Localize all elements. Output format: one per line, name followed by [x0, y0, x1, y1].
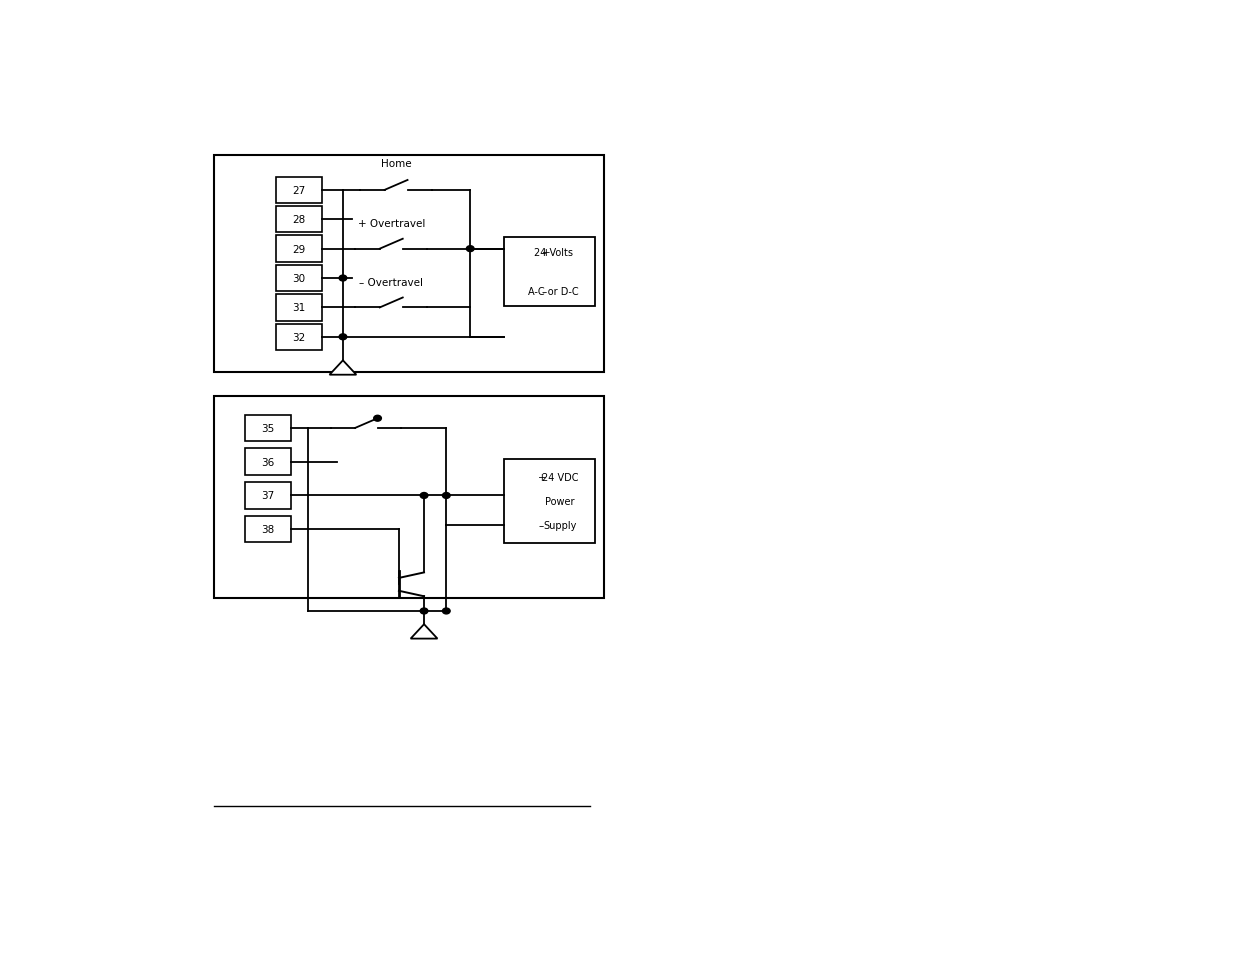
Text: 30: 30 — [293, 274, 305, 284]
Text: +: + — [538, 473, 547, 483]
Text: 27: 27 — [293, 186, 305, 195]
Text: 35: 35 — [262, 423, 275, 434]
Text: 24 Volts: 24 Volts — [535, 248, 573, 258]
Circle shape — [442, 493, 450, 498]
Text: A-C or D-C: A-C or D-C — [529, 287, 579, 296]
Bar — [246, 483, 291, 509]
Bar — [246, 416, 291, 441]
Bar — [504, 237, 594, 307]
Circle shape — [442, 608, 450, 615]
Bar — [504, 459, 594, 543]
Text: 32: 32 — [293, 333, 305, 342]
Circle shape — [420, 493, 427, 498]
Text: + Overtravel: + Overtravel — [358, 219, 425, 229]
Text: 28: 28 — [293, 215, 305, 225]
Polygon shape — [330, 361, 357, 375]
Polygon shape — [411, 624, 437, 639]
Text: 24 VDC: 24 VDC — [542, 473, 578, 483]
Bar — [246, 517, 291, 543]
Bar — [275, 236, 322, 263]
Text: +: + — [542, 248, 551, 258]
Text: 37: 37 — [262, 491, 275, 501]
Bar — [246, 449, 291, 476]
Bar — [214, 156, 604, 373]
Text: 38: 38 — [262, 525, 275, 535]
Circle shape — [340, 275, 347, 282]
Circle shape — [420, 608, 427, 615]
Text: Power: Power — [546, 497, 574, 506]
Text: – Overtravel: – Overtravel — [359, 277, 424, 288]
Circle shape — [467, 247, 474, 253]
Text: Supply: Supply — [543, 520, 577, 530]
Circle shape — [340, 335, 347, 340]
Bar — [275, 266, 322, 292]
Bar — [275, 207, 322, 233]
Text: –: – — [542, 287, 547, 296]
Bar — [275, 177, 322, 204]
Bar — [275, 324, 322, 351]
Text: 31: 31 — [293, 303, 305, 314]
Bar — [275, 294, 322, 321]
Circle shape — [374, 416, 382, 422]
Text: 36: 36 — [262, 457, 275, 467]
Bar — [214, 396, 604, 598]
Text: –: – — [538, 520, 543, 530]
Text: 29: 29 — [293, 244, 305, 254]
Text: Home: Home — [380, 158, 411, 169]
